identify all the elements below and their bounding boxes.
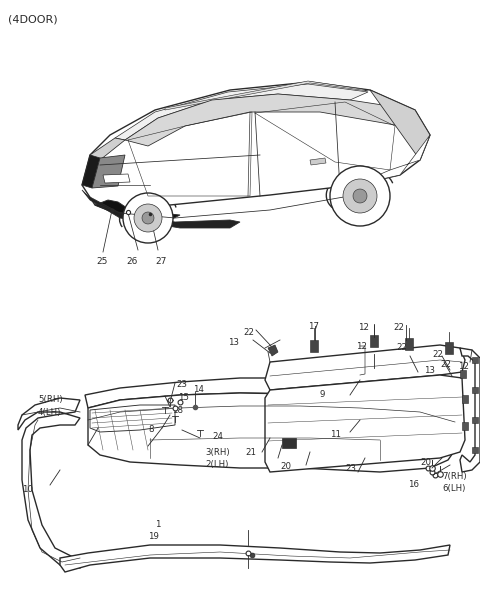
- Polygon shape: [115, 84, 368, 140]
- Circle shape: [142, 212, 154, 224]
- Text: 4(LH): 4(LH): [38, 408, 61, 417]
- Text: 6(LH): 6(LH): [442, 484, 466, 493]
- Circle shape: [343, 179, 377, 213]
- Text: 9: 9: [320, 390, 325, 399]
- Text: 22: 22: [243, 328, 254, 337]
- Polygon shape: [60, 545, 450, 572]
- Text: 11: 11: [330, 430, 341, 439]
- Polygon shape: [265, 375, 465, 472]
- Text: 12: 12: [356, 342, 367, 351]
- Bar: [370, 335, 378, 347]
- Text: 27: 27: [155, 257, 167, 266]
- Text: 24: 24: [212, 432, 223, 441]
- Circle shape: [123, 193, 173, 243]
- Bar: [460, 370, 466, 378]
- Text: 18: 18: [172, 406, 183, 415]
- Text: 12: 12: [358, 323, 369, 332]
- Bar: [310, 340, 318, 352]
- Text: 13: 13: [228, 338, 239, 347]
- Circle shape: [417, 359, 423, 365]
- Polygon shape: [82, 155, 100, 188]
- Text: 5(RH): 5(RH): [38, 395, 62, 404]
- Text: 19: 19: [148, 532, 159, 541]
- Bar: [472, 357, 478, 363]
- Text: 22: 22: [440, 360, 451, 369]
- Polygon shape: [95, 200, 180, 220]
- Bar: [472, 387, 478, 393]
- Text: 23: 23: [345, 464, 356, 473]
- Polygon shape: [103, 174, 130, 183]
- Polygon shape: [165, 81, 368, 110]
- Text: 25: 25: [96, 257, 108, 266]
- Text: 20: 20: [420, 458, 431, 467]
- Polygon shape: [92, 155, 125, 188]
- Text: (4DOOR): (4DOOR): [8, 14, 58, 24]
- Polygon shape: [82, 82, 430, 215]
- Polygon shape: [310, 158, 326, 165]
- Text: 2(LH): 2(LH): [205, 460, 228, 469]
- Polygon shape: [268, 345, 278, 356]
- Polygon shape: [82, 190, 240, 228]
- Text: 20: 20: [280, 462, 291, 471]
- Text: 12: 12: [458, 362, 469, 371]
- Text: 7(RH): 7(RH): [442, 472, 467, 481]
- Circle shape: [353, 189, 367, 203]
- Text: 13: 13: [424, 366, 435, 375]
- Bar: [282, 438, 296, 448]
- Text: 3(RH): 3(RH): [205, 448, 229, 457]
- Polygon shape: [125, 94, 415, 146]
- Polygon shape: [460, 348, 480, 472]
- Polygon shape: [370, 90, 430, 160]
- Text: 17: 17: [308, 322, 319, 331]
- Text: 22: 22: [393, 323, 404, 332]
- Bar: [445, 342, 453, 354]
- Polygon shape: [265, 345, 465, 390]
- Circle shape: [330, 166, 390, 226]
- Polygon shape: [90, 138, 125, 160]
- Bar: [405, 338, 413, 350]
- Bar: [462, 422, 468, 430]
- Text: 22: 22: [396, 343, 407, 352]
- Polygon shape: [90, 405, 175, 432]
- Text: 21: 21: [245, 448, 256, 457]
- Polygon shape: [88, 393, 455, 472]
- Text: 14: 14: [193, 385, 204, 394]
- Circle shape: [134, 204, 162, 232]
- Polygon shape: [85, 378, 460, 415]
- Text: 15: 15: [178, 393, 189, 402]
- Text: 10: 10: [22, 485, 33, 494]
- Bar: [462, 395, 468, 403]
- Text: 22: 22: [432, 350, 443, 359]
- Text: 16: 16: [408, 480, 419, 489]
- Text: 23: 23: [176, 380, 187, 389]
- Text: 26: 26: [126, 257, 137, 266]
- Bar: [472, 447, 478, 453]
- Bar: [472, 417, 478, 423]
- Polygon shape: [355, 135, 430, 185]
- Text: 1: 1: [155, 520, 160, 529]
- Text: 8: 8: [148, 425, 154, 434]
- Polygon shape: [18, 398, 88, 568]
